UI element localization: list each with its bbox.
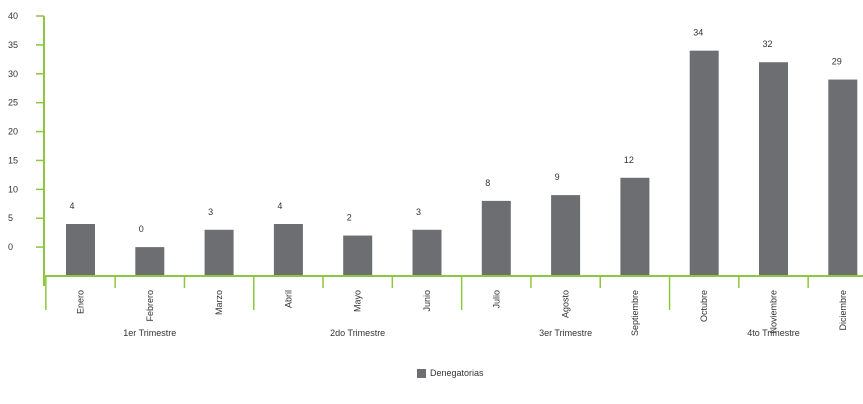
bar: [620, 177, 650, 276]
data-label: 34: [693, 28, 703, 38]
data-label: 4: [277, 201, 282, 211]
category-label: Mayo: [353, 290, 363, 312]
bar: [689, 50, 719, 276]
category-label: Julio: [491, 290, 501, 309]
bar: [204, 229, 234, 276]
y-tick-label: 25: [8, 98, 18, 108]
quarter-label: 2do Trimestre: [330, 328, 385, 338]
data-label: 8: [485, 178, 490, 188]
quarter-label: 3er Trimestre: [539, 328, 592, 338]
bar: [273, 224, 303, 276]
y-tick-label: 15: [8, 155, 18, 165]
y-tick-label: 35: [8, 40, 18, 50]
quarter-label: 1er Trimestre: [123, 328, 176, 338]
x-axis: [44, 275, 863, 310]
category-label: Noviembre: [769, 290, 779, 334]
category-label: Diciembre: [838, 290, 848, 331]
y-tick-label: 0: [8, 242, 13, 252]
data-label: 4: [70, 201, 75, 211]
bar: [343, 235, 373, 276]
bar: [481, 200, 511, 276]
data-label: 3: [416, 207, 421, 217]
y-axis: 0 5 10 15 20 25 30 35 40: [8, 11, 45, 286]
legend: Denegatorias: [417, 368, 484, 378]
y-tick-label: 30: [8, 69, 18, 79]
data-label: 32: [763, 39, 773, 49]
bar: [135, 247, 165, 276]
category-label: Octubre: [699, 290, 709, 322]
category-label: Febrero: [145, 290, 155, 322]
bar: [759, 62, 788, 276]
category-label: Abril: [283, 290, 293, 308]
bar: [412, 229, 442, 276]
data-label: 9: [555, 172, 560, 182]
x-tick-labels: Enero Febrero Marzo Abril Mayo Junio Julio Agos…: [76, 290, 848, 336]
bar: [828, 79, 858, 276]
y-tick-label: 5: [8, 213, 13, 223]
data-label: 0: [139, 224, 144, 234]
category-label: Enero: [76, 290, 86, 314]
legend-label: Denegatorias: [430, 368, 484, 378]
bar: [551, 195, 581, 276]
quarter-labels: 1er Trimestre 2do Trimestre 3er Trimestre 4…: [123, 328, 799, 338]
data-label: 12: [624, 155, 634, 165]
category-label: Marzo: [214, 290, 224, 315]
y-tick-label: 40: [8, 11, 18, 21]
category-label: Junio: [422, 290, 432, 312]
data-label: 2: [347, 213, 352, 223]
quarter-label: 4to Trimestre: [747, 328, 800, 338]
data-label: 29: [832, 57, 842, 67]
y-tick-label: 10: [8, 184, 18, 194]
bars: [66, 50, 858, 276]
legend-swatch: [417, 368, 426, 378]
data-label: 3: [208, 207, 213, 217]
category-label: Agosto: [561, 290, 571, 318]
y-tick-label: 20: [8, 127, 18, 137]
category-label: Septiembre: [630, 290, 640, 336]
bar: [66, 224, 95, 276]
